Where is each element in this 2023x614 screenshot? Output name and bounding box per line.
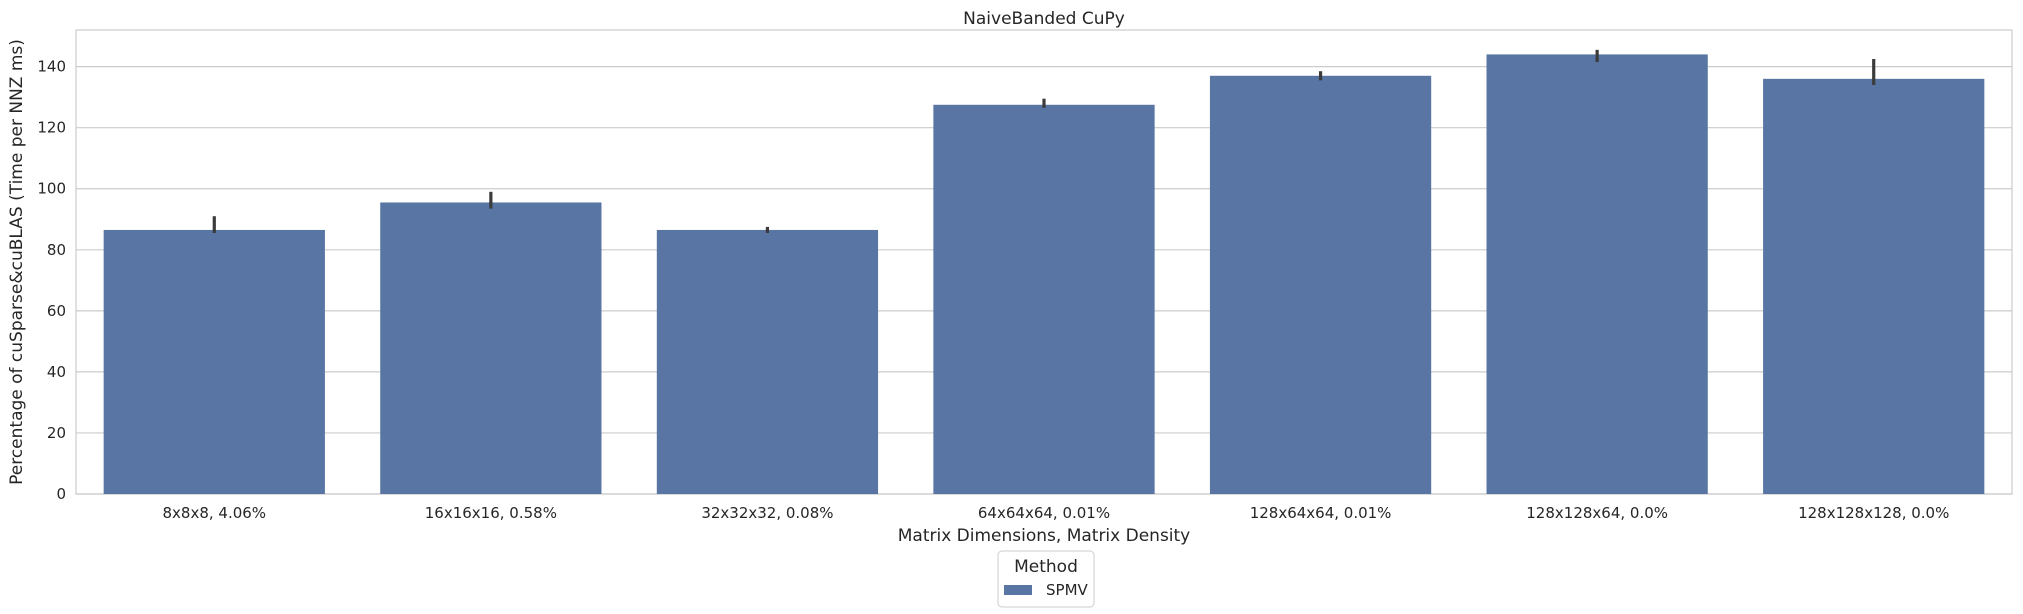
y-tick-label: 140 [37,58,66,76]
y-tick-label: 60 [47,302,66,320]
legend: Method SPMV [997,550,1095,608]
bar [380,202,602,494]
legend-swatch-spmv [1004,585,1032,595]
y-tick-label: 20 [47,424,66,442]
x-tick-label: 128x64x64, 0.01% [1250,504,1392,522]
chart-title: NaiveBanded CuPy [963,9,1125,29]
bars [103,54,1985,494]
x-tick-label: 8x8x8, 4.06% [162,504,266,522]
legend-label-spmv: SPMV [1046,581,1089,599]
bar [1209,75,1432,494]
bar [933,104,1155,494]
y-tick-label: 40 [47,363,66,381]
bar [1763,78,1985,494]
y-tick-labels: 0 20 40 60 80 100 120 140 [37,58,66,503]
legend-title: Method [1014,557,1078,577]
y-tick-label: 80 [47,241,66,259]
bar [656,229,879,494]
y-tick-label: 100 [37,180,66,198]
x-tick-label: 64x64x64, 0.01% [978,504,1110,522]
x-axis-label: Matrix Dimensions, Matrix Density [898,526,1191,546]
bar [103,229,325,494]
y-axis-label: Percentage of cuSparse&cuBLAS (Time per … [7,39,27,485]
x-tick-label: 16x16x16, 0.58% [425,504,557,522]
y-tick-label: 120 [37,119,66,137]
x-tick-label: 32x32x32, 0.08% [701,504,833,522]
y-tick-label: 0 [56,485,66,503]
x-tick-label: 128x128x64, 0.0% [1526,504,1668,522]
x-tick-labels: 8x8x8, 4.06% 16x16x16, 0.58% 32x32x32, 0.0… [162,504,1949,522]
error-bars [212,49,1876,233]
x-tick-label: 128x128x128, 0.0% [1798,504,1949,522]
bar [1486,54,1708,494]
